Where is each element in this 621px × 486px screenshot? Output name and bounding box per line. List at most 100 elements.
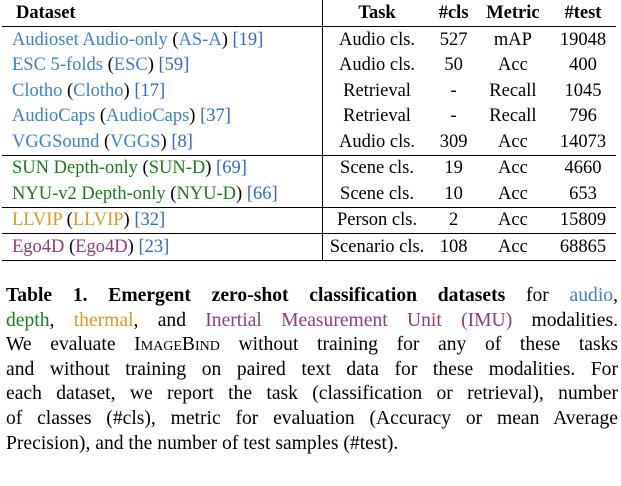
caption-line-4: and without training on paired text data… [6, 358, 618, 380]
cell-metric: Acc [475, 129, 550, 156]
citation-number: 32 [140, 210, 160, 230]
caption-line-3: We evaluate ImageBind without training f… [6, 333, 618, 358]
cell-cls: 2 [431, 207, 476, 234]
cell-metric: Acc [498, 158, 528, 178]
cell-cls: - [450, 106, 457, 126]
cell-test: 14073 [549, 129, 616, 156]
table-row: AudioCaps (AudioCaps) [37] Retrieval - Reca… [2, 103, 616, 129]
caption-and: , and [133, 309, 186, 331]
citation-link[interactable]: [19] [232, 29, 264, 50]
citation-link[interactable]: [37] [200, 106, 231, 126]
header-task: Task [321, 0, 432, 27]
dataset-name: SUN Depth-only [12, 158, 138, 178]
caption-we-evaluate: We evaluate [6, 334, 116, 356]
dataset-abbr: VGGS [110, 131, 161, 152]
table-row: Clotho (Clotho) [17] Retrieval - Recall 1045 [2, 78, 616, 104]
cell-task: Scene cls. [321, 181, 432, 208]
citation-link[interactable]: [8] [171, 131, 193, 152]
cell-cls: 108 [431, 233, 476, 261]
cell-test: 796 [569, 106, 597, 126]
table-header-row: Dataset Task #cls Metric #test [2, 0, 616, 27]
caption-line-7: Precision), and the number of test sampl… [6, 432, 399, 454]
caption-model-name: ImageBind [134, 334, 220, 356]
cell-task: Audio cls. [321, 52, 432, 78]
citation-link[interactable]: [32] [134, 210, 166, 230]
citation-link[interactable]: [66] [246, 183, 278, 204]
cell-cls: 309 [431, 129, 476, 156]
cell-cls: 50 [444, 55, 463, 75]
cell-cls: 10 [431, 181, 476, 208]
cell-cls: - [450, 80, 457, 101]
table-row: LLVIP (LLVIP) [32] Person cls. 2 Acc 15809 [2, 207, 616, 234]
dataset-abbr: AS-A [178, 29, 222, 50]
table-row: SUN Depth-only (SUN-D) [69] Scene cls. 19 A… [2, 155, 616, 181]
citation-number: 23 [144, 236, 164, 257]
citation-link[interactable]: [59] [158, 55, 190, 75]
citation-link[interactable]: [69] [216, 158, 247, 178]
caption-comma: , [613, 285, 618, 306]
dataset-name: VGGSound [12, 131, 100, 152]
cell-dataset: Audioset Audio-only (AS-A) [19] [12, 29, 264, 50]
dataset-abbr: Ego4D [75, 236, 128, 257]
dataset-name: Audioset Audio-only [12, 29, 168, 50]
caption-modality-depth: depth [6, 309, 50, 331]
caption-line-6: of classes (#cls), metric for evaluation… [6, 407, 618, 429]
cell-test: 68865 [549, 233, 616, 261]
cell-dataset: ESC 5-folds (ESC) [59] [12, 55, 190, 75]
cell-metric: mAP [493, 29, 532, 50]
cell-dataset: NYU-v2 Depth-only (NYU-D) [66] [2, 181, 323, 208]
dataset-abbr: Clotho [73, 80, 124, 101]
cell-test: 653 [549, 181, 616, 208]
citation-number: 17 [140, 80, 160, 101]
citation-number: 59 [164, 55, 184, 75]
dataset-name: AudioCaps [12, 106, 96, 126]
cell-cls: 19 [444, 158, 463, 178]
table-row: NYU-v2 Depth-only (NYU-D) [66] Scene cls.… [2, 181, 616, 208]
cell-dataset: AudioCaps (AudioCaps) [37] [12, 106, 231, 126]
datasets-table-container: Dataset Task #cls Metric #test Audioset … [2, 0, 618, 261]
dataset-name: ESC 5-folds [12, 55, 103, 75]
citation-number: 19 [238, 29, 258, 50]
cell-metric: Recall [489, 106, 537, 126]
table-body: Audioset Audio-only (AS-A) [19] Audio cls… [2, 26, 616, 261]
cell-dataset: VGGSound (VGGS) [8] [2, 129, 323, 156]
caption-modalities: modalities. [531, 309, 619, 331]
citation-link[interactable]: [17] [134, 80, 166, 101]
cell-task: Retrieval [321, 78, 432, 104]
caption-modality-thermal: thermal [73, 309, 134, 331]
table-row: ESC 5-folds (ESC) [59] Audio cls. 50 Acc 400 [2, 52, 616, 78]
citation-link[interactable]: [23] [138, 236, 170, 257]
table-row: Ego4D (Ego4D) [23] Scenario cls. 108 Acc 688… [2, 233, 616, 261]
cell-task: Audio cls. [321, 26, 432, 53]
caption-title: Emergent zero-shot classification datase… [108, 285, 506, 306]
table-caption: Table 1. Emergent zero-shot classificati… [6, 284, 618, 456]
caption-modality-imu: Inertial Measurement Unit (IMU) [205, 309, 513, 331]
cell-test: 4660 [564, 158, 602, 178]
cell-dataset: Clotho (Clotho) [17] [12, 80, 166, 101]
caption-for: for [525, 285, 549, 306]
cell-metric: Acc [475, 207, 550, 234]
caption-line-1: Table 1. Emergent zero-shot classificati… [6, 284, 618, 309]
cell-metric: Acc [498, 55, 528, 75]
citation-number: 37 [206, 106, 225, 126]
header-cls: #cls [431, 0, 476, 27]
caption-label: Table 1. [6, 285, 88, 306]
dataset-abbr: NYU-D [176, 183, 237, 204]
dataset-abbr: AudioCaps [106, 106, 190, 126]
dataset-abbr: ESC [113, 55, 148, 75]
dataset-name: LLVIP [12, 210, 63, 230]
cell-metric: Acc [475, 181, 550, 208]
citation-number: 69 [222, 158, 241, 178]
cell-metric: Acc [475, 233, 550, 261]
dataset-abbr: SUN-D [148, 158, 206, 178]
table-row: VGGSound (VGGS) [8] Audio cls. 309 Acc 14073 [2, 129, 616, 156]
cell-task: Retrieval [321, 103, 432, 129]
cell-dataset: LLVIP (LLVIP) [32] [2, 207, 323, 234]
dataset-name: Ego4D [12, 236, 65, 257]
cell-test: 1045 [564, 80, 602, 101]
cell-dataset: SUN Depth-only (SUN-D) [69] [12, 158, 247, 178]
cell-task: Audio cls. [321, 129, 432, 156]
dataset-abbr: LLVIP [72, 210, 124, 230]
cell-task: Scenario cls. [321, 233, 432, 261]
cell-test: 19048 [559, 29, 607, 50]
